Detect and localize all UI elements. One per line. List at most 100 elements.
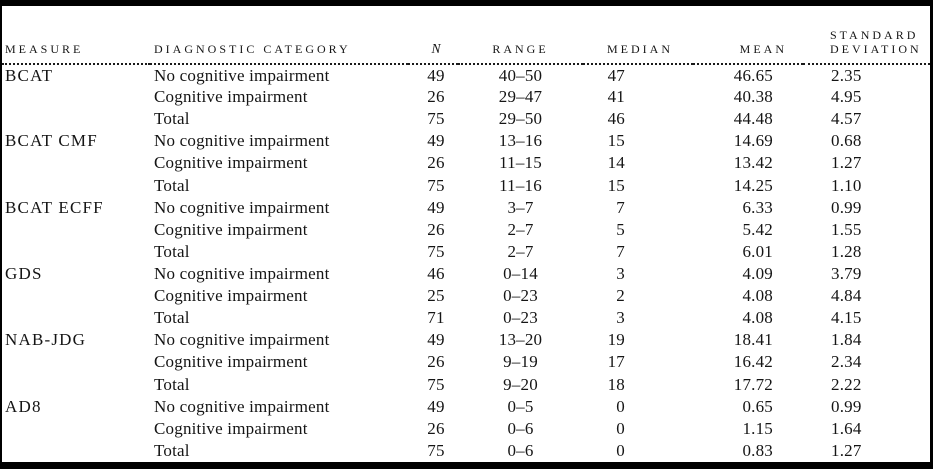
- category-cell: No cognitive impairment: [154, 131, 330, 151]
- sd-cell: 0.99: [831, 197, 862, 217]
- table-row: Cognitive impairment 26 11–15 14 13.42 1.27: [2, 152, 930, 174]
- range-cell: 0–5: [507, 396, 534, 416]
- sd-cell: 2.34: [831, 352, 862, 372]
- range-cell: 2–7: [507, 241, 534, 261]
- sd-cell: 2.35: [831, 65, 862, 85]
- category-cell: No cognitive impairment: [154, 330, 330, 350]
- col-header-range: Range: [458, 6, 583, 65]
- median-cell: 0: [616, 396, 625, 416]
- col-header-median: Median: [583, 6, 693, 65]
- table-row: Cognitive impairment 26 0–6 0 1.15 1.64: [2, 418, 930, 440]
- range-cell: 13–16: [498, 131, 543, 151]
- category-cell: No cognitive impairment: [154, 197, 330, 217]
- median-cell: 41: [607, 87, 625, 107]
- col-header-diagnostic-category: Diagnostic Category: [150, 6, 408, 65]
- sd-cell: 3.79: [831, 264, 862, 284]
- mean-cell: 17.72: [733, 374, 773, 394]
- sd-cell: 1.27: [831, 153, 862, 173]
- measure-cell: [2, 285, 150, 307]
- measure-cell: [2, 86, 150, 108]
- category-cell: Cognitive impairment: [154, 153, 308, 173]
- mean-cell: 1.15: [742, 418, 773, 438]
- sd-cell: 1.84: [831, 330, 862, 350]
- category-cell: Cognitive impairment: [154, 286, 308, 306]
- sd-cell: 1.55: [831, 219, 862, 239]
- measure-cell: BCAT ECFF: [5, 197, 104, 217]
- n-cell: 71: [427, 308, 445, 328]
- n-cell: 49: [427, 131, 445, 151]
- col-header-measure: Measure: [2, 6, 150, 65]
- n-cell: 49: [427, 396, 445, 416]
- table-row: Total 75 2–7 7 6.01 1.28: [2, 241, 930, 263]
- table-row: Cognitive impairment 26 9–19 17 16.42 2.34: [2, 351, 930, 373]
- range-cell: 29–50: [498, 109, 543, 129]
- table-row: Cognitive impairment 26 2–7 5 5.42 1.55: [2, 219, 930, 241]
- n-cell: 49: [427, 197, 445, 217]
- range-cell: 11–15: [499, 153, 542, 173]
- range-cell: 11–16: [499, 175, 542, 195]
- measure-cell: NAB-JDG: [5, 330, 87, 350]
- measure-cell: BCAT CMF: [5, 131, 98, 151]
- median-cell: 7: [616, 197, 625, 217]
- measure-cell: [2, 152, 150, 174]
- sd-cell: 0.68: [831, 131, 862, 151]
- sd-cell: 4.95: [831, 87, 862, 107]
- mean-cell: 13.42: [733, 153, 773, 173]
- table-row: BCAT CMF No cognitive impairment 49 13–16 15…: [2, 130, 930, 152]
- category-cell: Cognitive impairment: [154, 352, 308, 372]
- measure-cell: [2, 175, 150, 197]
- mean-cell: 4.08: [742, 286, 773, 306]
- median-cell: 3: [616, 308, 625, 328]
- mean-cell: 14.69: [733, 131, 773, 151]
- n-cell: 26: [427, 87, 445, 107]
- range-cell: 13–20: [498, 330, 543, 350]
- n-cell: 26: [427, 418, 445, 438]
- measure-cell: AD8: [5, 396, 42, 416]
- category-cell: No cognitive impairment: [154, 264, 330, 284]
- sd-cell: 4.15: [831, 308, 862, 328]
- sd-cell: 4.84: [831, 286, 862, 306]
- table-row: BCAT ECFF No cognitive impairment 49 3–7 7 6.…: [2, 197, 930, 219]
- measure-cell: [2, 219, 150, 241]
- median-cell: 0: [616, 418, 625, 438]
- measure-cell: [2, 241, 150, 263]
- descriptive-statistics-table: Measure Diagnostic Category N Range Medi…: [2, 6, 930, 462]
- n-cell: 25: [427, 286, 445, 306]
- col-header-mean: Mean: [693, 6, 803, 65]
- mean-cell: 4.08: [742, 308, 773, 328]
- median-cell: 18: [607, 374, 625, 394]
- measure-cell: [2, 418, 150, 440]
- median-cell: 5: [616, 219, 625, 239]
- mean-cell: 5.42: [742, 219, 773, 239]
- col-header-n: N: [408, 6, 458, 65]
- category-cell: Cognitive impairment: [154, 219, 308, 239]
- mean-cell: 14.25: [733, 175, 773, 195]
- table-row: AD8 No cognitive impairment 49 0–5 0 0.65 0.99: [2, 396, 930, 418]
- mean-cell: 16.42: [733, 352, 773, 372]
- category-cell: Total: [154, 374, 190, 394]
- median-cell: 17: [607, 352, 625, 372]
- category-cell: Cognitive impairment: [154, 418, 308, 438]
- sd-cell: 4.57: [831, 109, 862, 129]
- range-cell: 9–20: [503, 374, 538, 394]
- table-row: Total 71 0–23 3 4.08 4.15: [2, 307, 930, 329]
- n-cell: 49: [427, 330, 445, 350]
- table-row: Cognitive impairment 25 0–23 2 4.08 4.84: [2, 285, 930, 307]
- range-cell: 0–23: [503, 286, 538, 306]
- sd-cell: 1.64: [831, 418, 862, 438]
- mean-cell: 44.48: [733, 109, 773, 129]
- n-cell: 75: [427, 109, 445, 129]
- n-cell: 46: [427, 264, 445, 284]
- mean-cell: 6.33: [742, 197, 773, 217]
- median-cell: 15: [607, 175, 625, 195]
- header-row: Measure Diagnostic Category N Range Medi…: [2, 6, 930, 65]
- range-cell: 3–7: [507, 197, 534, 217]
- median-cell: 0: [616, 440, 625, 460]
- table-body: BCAT No cognitive impairment 49 40–50 47 46.6…: [2, 64, 930, 462]
- measure-cell: [2, 440, 150, 462]
- table-row: Total 75 0–6 0 0.83 1.27: [2, 440, 930, 462]
- n-cell: 49: [427, 65, 445, 85]
- median-cell: 7: [616, 241, 625, 261]
- table-row: Cognitive impairment 26 29–47 41 40.38 4.95: [2, 86, 930, 108]
